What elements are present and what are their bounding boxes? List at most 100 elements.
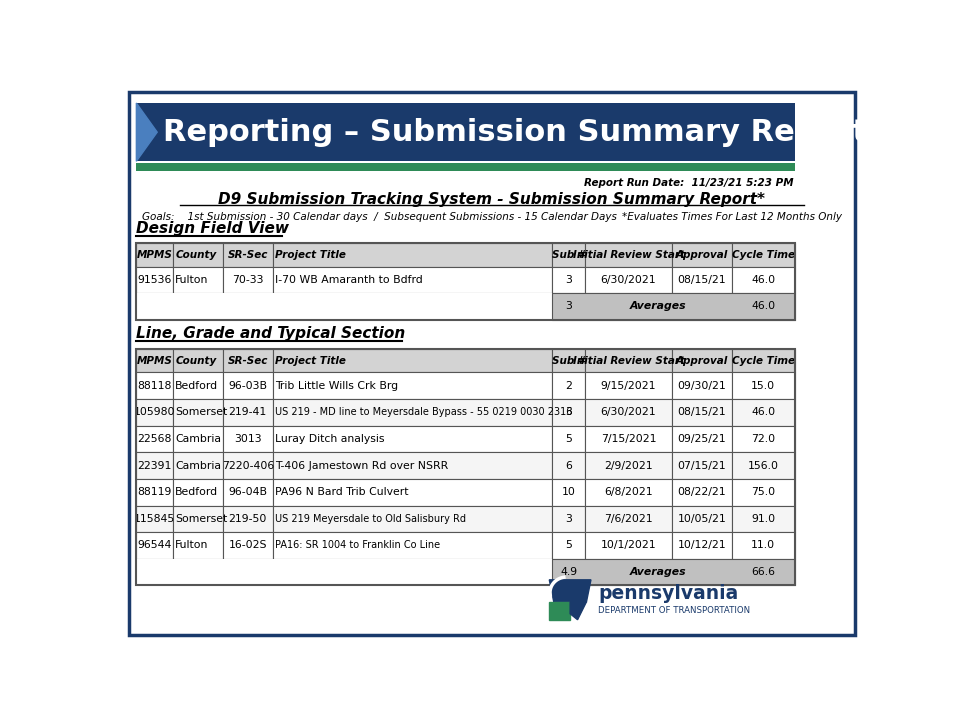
Bar (223, 349, 273, 372)
Bar (223, 372, 273, 399)
Bar (273, 532, 552, 559)
Bar (173, 452, 223, 479)
Bar (672, 426, 732, 452)
Text: 07/15/21: 07/15/21 (678, 461, 726, 471)
Bar (552, 479, 586, 505)
Text: PA16: SR 1004 to Franklin Co Line: PA16: SR 1004 to Franklin Co Line (275, 541, 440, 551)
Text: 08/15/21: 08/15/21 (678, 275, 726, 285)
Text: 22568: 22568 (137, 434, 172, 444)
Text: 156.0: 156.0 (748, 461, 779, 471)
Text: 7220-406: 7220-406 (222, 461, 274, 471)
Text: Report Run Date:  11/23/21 5:23 PM: Report Run Date: 11/23/21 5:23 PM (584, 178, 793, 188)
Text: 6/30/2021: 6/30/2021 (601, 275, 657, 285)
Text: 88118: 88118 (137, 381, 172, 391)
Bar (586, 505, 672, 532)
Text: Initial Review Start: Initial Review Start (572, 356, 684, 366)
Bar (136, 293, 173, 320)
Text: 3: 3 (565, 302, 572, 312)
Text: Bedford: Bedford (175, 381, 218, 391)
Bar (223, 505, 273, 532)
Bar (732, 399, 795, 426)
Bar (552, 243, 586, 266)
Bar (273, 266, 552, 293)
Text: pennsylvania: pennsylvania (598, 585, 738, 603)
Text: Cambria: Cambria (175, 461, 221, 471)
Bar (223, 243, 273, 266)
Bar (173, 266, 223, 293)
Bar (173, 559, 223, 585)
Bar (223, 399, 273, 426)
Text: 6/8/2021: 6/8/2021 (604, 487, 653, 498)
Bar (136, 426, 173, 452)
Bar (136, 103, 795, 161)
Bar (273, 479, 552, 505)
Text: Reporting – Submission Summary Report: Reporting – Submission Summary Report (163, 117, 867, 147)
Text: 3: 3 (565, 275, 572, 285)
Text: PA96 N Bard Trib Culvert: PA96 N Bard Trib Culvert (275, 487, 408, 498)
Text: 2/9/2021: 2/9/2021 (604, 461, 653, 471)
Text: Sub #: Sub # (552, 250, 586, 260)
Text: SR-Sec: SR-Sec (228, 356, 268, 366)
Bar (223, 532, 273, 559)
Text: 5: 5 (565, 541, 572, 551)
Text: 7/15/2021: 7/15/2021 (601, 434, 657, 444)
Polygon shape (549, 580, 591, 602)
Text: 6: 6 (565, 461, 572, 471)
Bar (552, 399, 586, 426)
Text: 72.0: 72.0 (751, 434, 776, 444)
Text: 2: 2 (565, 381, 572, 391)
Bar (136, 349, 173, 372)
Text: 3: 3 (565, 408, 572, 418)
Bar (136, 372, 173, 399)
Polygon shape (549, 602, 570, 620)
Text: Fulton: Fulton (175, 541, 208, 551)
Bar (586, 479, 672, 505)
Text: 75.0: 75.0 (751, 487, 776, 498)
Bar (136, 399, 173, 426)
Bar (173, 243, 223, 266)
Bar (586, 349, 672, 372)
Text: 96-03B: 96-03B (228, 381, 267, 391)
Text: 96-04B: 96-04B (228, 487, 267, 498)
Bar (552, 349, 586, 372)
Text: 88119: 88119 (137, 487, 172, 498)
Text: 9/15/2021: 9/15/2021 (601, 381, 657, 391)
Text: SR-Sec: SR-Sec (228, 250, 268, 260)
Bar (732, 349, 795, 372)
Text: 09/25/21: 09/25/21 (678, 434, 726, 444)
Bar (136, 266, 173, 293)
Text: 11.0: 11.0 (751, 541, 776, 551)
Bar (223, 293, 273, 320)
Text: 6/30/2021: 6/30/2021 (601, 408, 657, 418)
Bar (552, 293, 795, 320)
Bar (732, 452, 795, 479)
Bar (173, 349, 223, 372)
Bar (136, 505, 173, 532)
Bar (173, 505, 223, 532)
Text: Goals:    1st Submission - 30 Calendar days  /  Subsequent Submissions - 15 Cale: Goals: 1st Submission - 30 Calendar days… (142, 212, 617, 222)
Polygon shape (570, 602, 587, 620)
Text: 46.0: 46.0 (751, 302, 776, 312)
Text: Trib Little Wills Crk Brg: Trib Little Wills Crk Brg (275, 381, 398, 391)
Bar (273, 505, 552, 532)
Text: Luray Ditch analysis: Luray Ditch analysis (275, 434, 384, 444)
Bar (136, 243, 173, 266)
Text: Approval: Approval (676, 250, 728, 260)
Text: 08/15/21: 08/15/21 (678, 408, 726, 418)
Bar (273, 349, 552, 372)
Bar (732, 479, 795, 505)
Bar (552, 452, 586, 479)
Text: Initial Review Start: Initial Review Start (572, 250, 684, 260)
Bar (223, 559, 273, 585)
Bar (136, 559, 173, 585)
Text: Cycle Time: Cycle Time (732, 250, 795, 260)
Bar (552, 266, 586, 293)
Bar (173, 293, 223, 320)
Bar (136, 452, 173, 479)
Bar (552, 532, 586, 559)
Text: 09/30/21: 09/30/21 (678, 381, 726, 391)
Bar (672, 532, 732, 559)
Text: Bedford: Bedford (175, 487, 218, 498)
Bar (136, 243, 795, 320)
Text: Somerset: Somerset (175, 408, 228, 418)
